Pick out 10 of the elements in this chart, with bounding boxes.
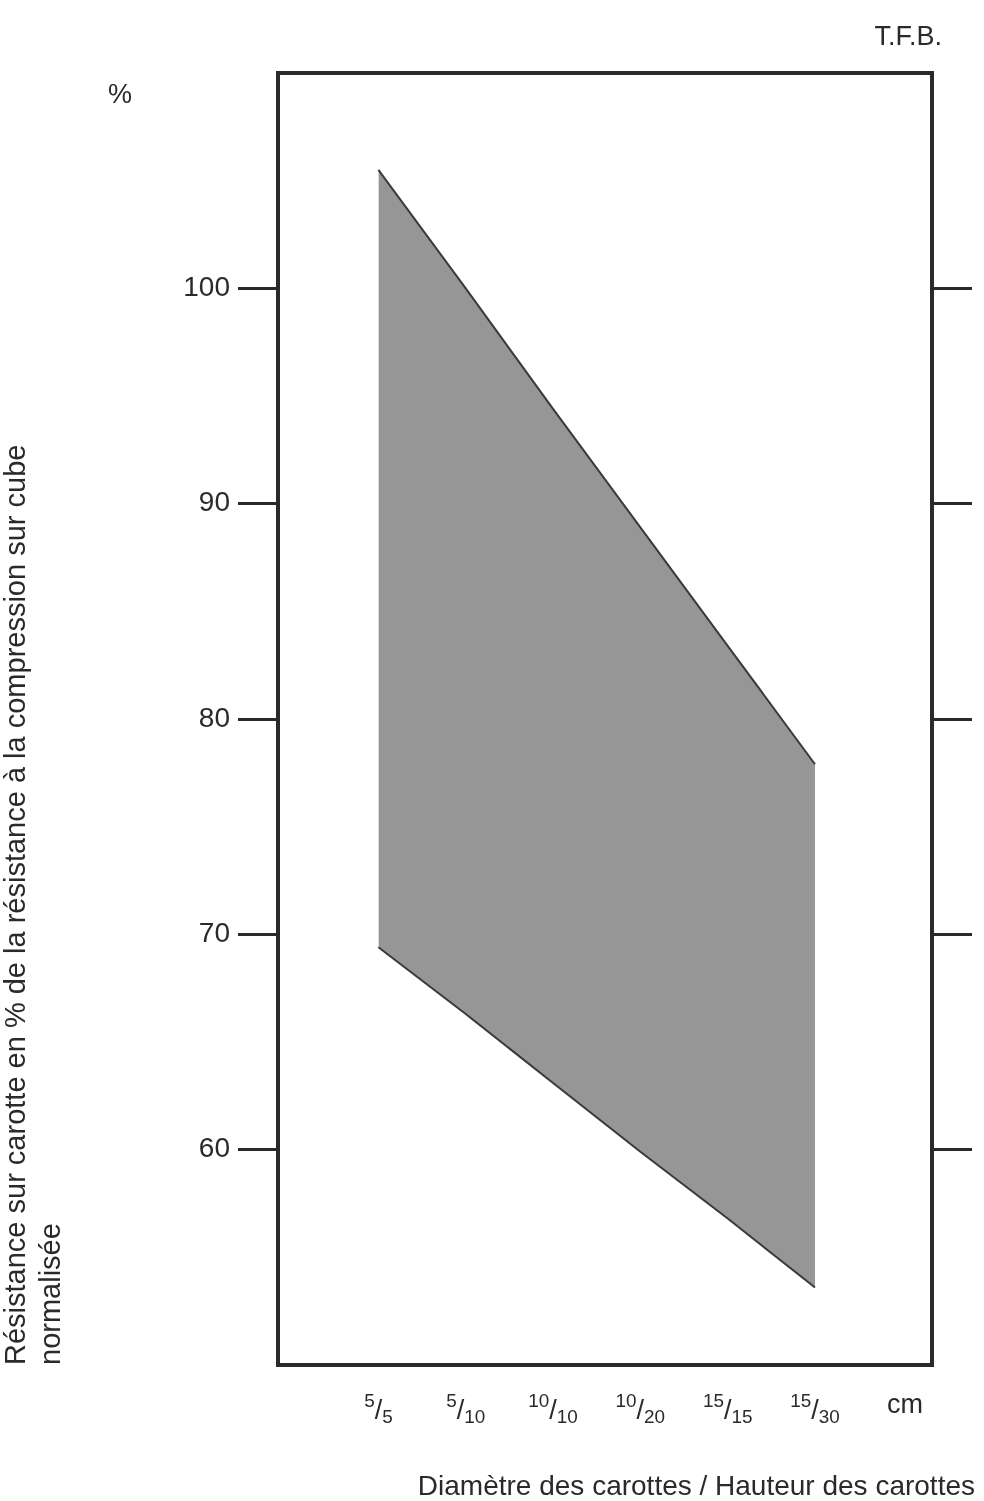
y-tick-label: 70 [198,917,230,949]
y-axis-title: Résistance sur carotte en % de la résistance à la compression sur cube normalisée [0,444,67,1365]
text: cm [887,1389,923,1419]
y-tick-label: 90 [198,486,230,518]
y-tick-label: 100 [183,271,230,303]
text: % [108,79,133,109]
x-axis-title: Diamètre des carottes / Hauteur des carottes [417,1470,975,1501]
y-tick-label: 80 [198,701,230,733]
y-tick-label: 60 [198,1132,230,1164]
text: T.F.B. [874,21,942,51]
